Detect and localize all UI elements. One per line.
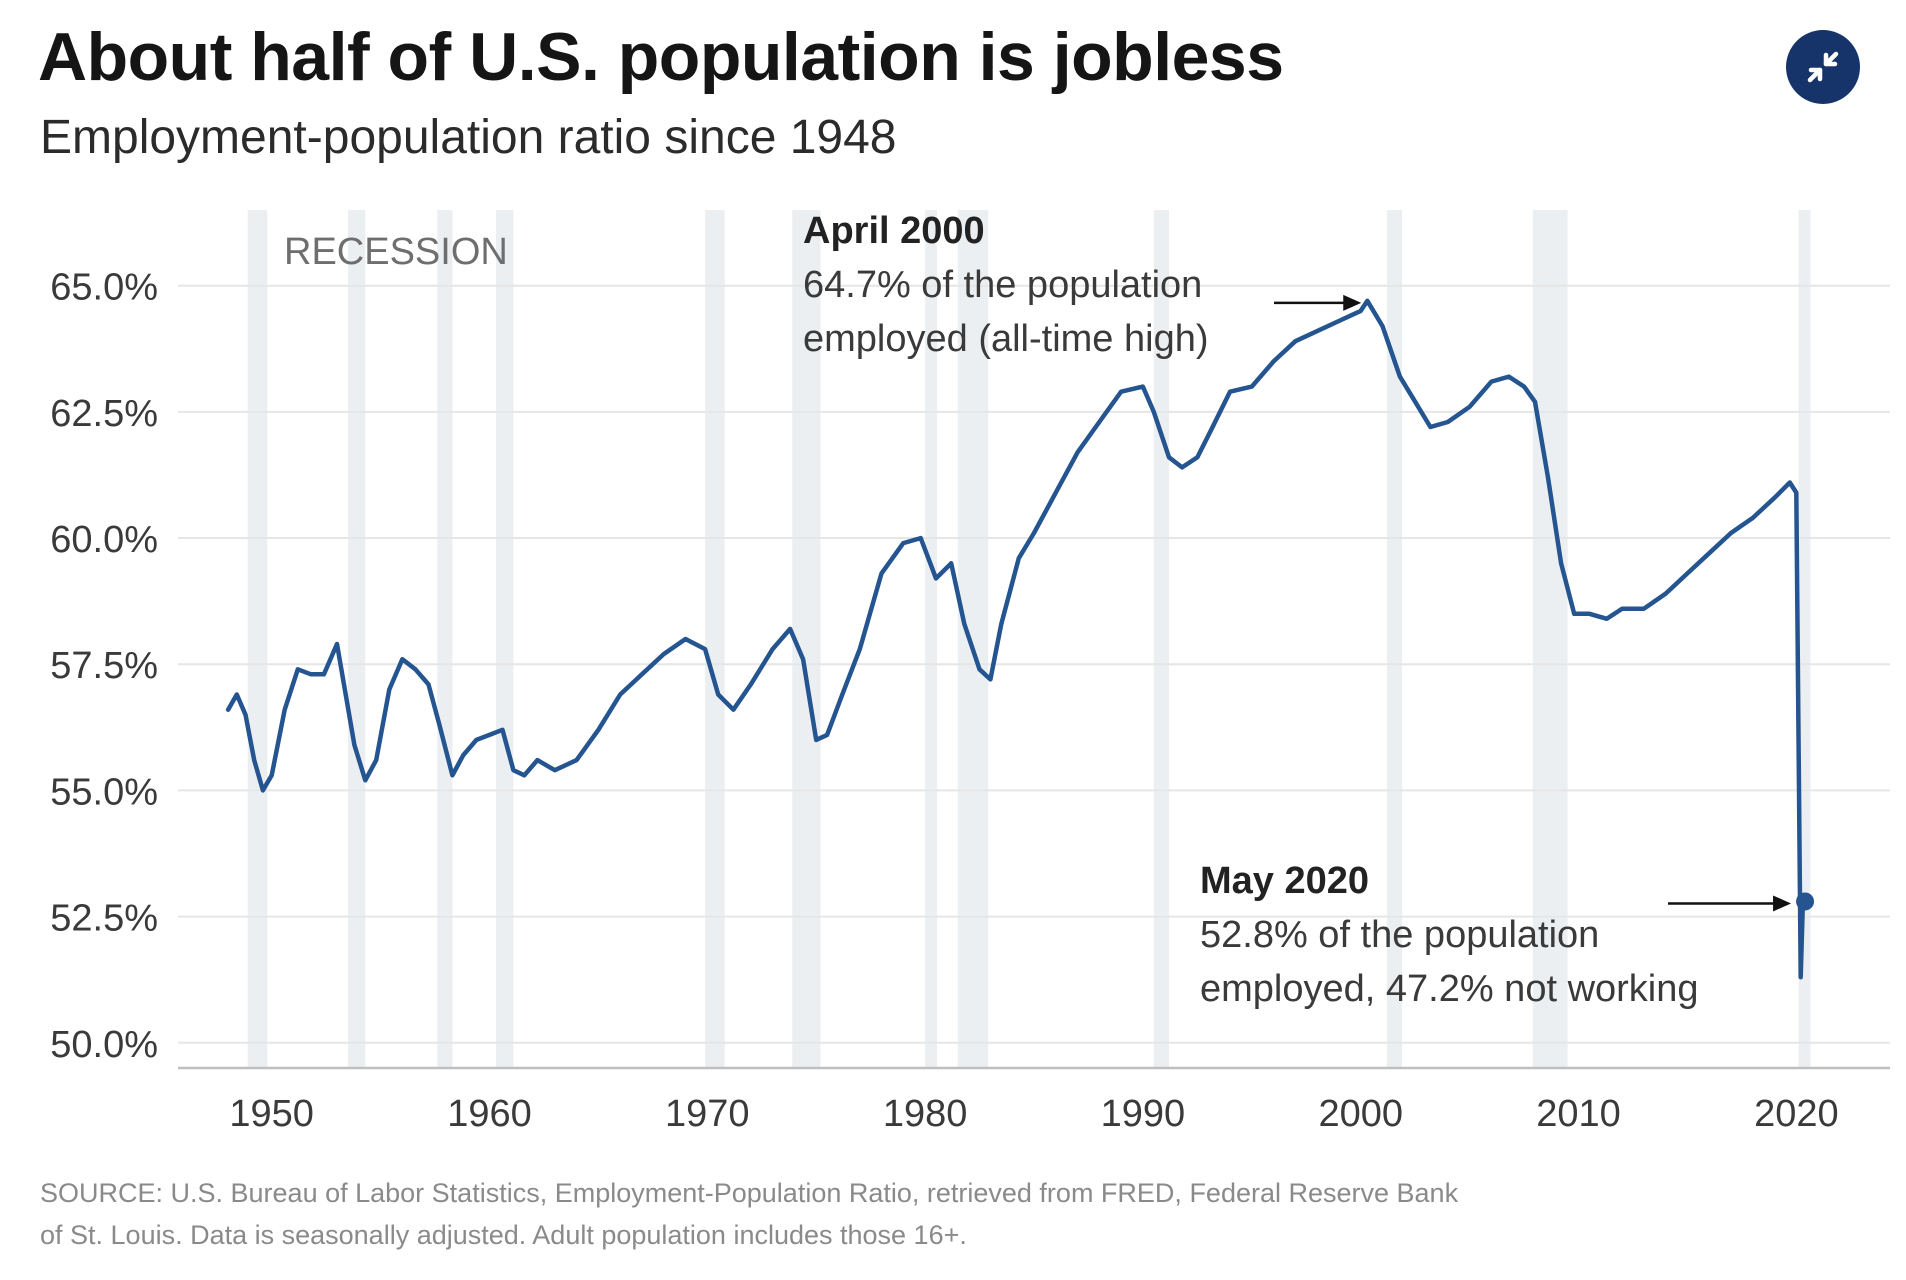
recession-band — [925, 210, 938, 1068]
recession-band — [1532, 210, 1568, 1068]
chart-area: 50.0% 52.5% 55.0% 57.5% 60.0% 62.5% 65.0% 1950… — [50, 210, 1890, 1135]
annotations: April 2000 64.7% of the population employe… — [803, 210, 1815, 1010]
x-tick-label: 2020 — [1754, 1093, 1839, 1135]
annotation-text: employed, 47.2% not working — [1200, 968, 1699, 1010]
y-tick-label: 62.5% — [50, 393, 158, 435]
y-tick-label: 50.0% — [50, 1024, 158, 1066]
series-line — [225, 298, 1808, 980]
y-tick-label: 55.0% — [50, 771, 158, 813]
y-tick-labels: 50.0% 52.5% 55.0% 57.5% 60.0% 62.5% 65.0% — [50, 267, 158, 1066]
source-line-2: of St. Louis. Data is seasonally adjuste… — [40, 1220, 967, 1250]
x-tick-label: 1980 — [883, 1093, 968, 1135]
x-tick-label: 1950 — [229, 1093, 314, 1135]
recession-band — [437, 210, 453, 1068]
recession-label: RECESSION — [284, 231, 508, 273]
x-tick-labels: 1950 1960 1970 1980 1990 2000 2010 2020 — [229, 1093, 1838, 1135]
y-tick-label: 57.5% — [50, 645, 158, 687]
recession-bands — [247, 210, 1811, 1068]
source-line-1: SOURCE: U.S. Bureau of Labor Statistics,… — [40, 1178, 1459, 1208]
chart-subtitle: Employment-population ratio since 1948 — [40, 111, 897, 164]
series-group — [225, 298, 1808, 980]
annotation-heading: April 2000 — [803, 210, 985, 252]
annotation-text: 52.8% of the population — [1200, 914, 1599, 956]
recession-band — [1386, 210, 1403, 1068]
annotation-arrowhead — [1343, 294, 1362, 311]
y-tick-label: 60.0% — [50, 519, 158, 561]
collapse-arrows-icon — [1807, 51, 1839, 83]
annotation-text: employed (all-time high) — [803, 318, 1209, 360]
y-tick-label: 65.0% — [50, 267, 158, 309]
y-tick-label: 52.5% — [50, 898, 158, 940]
annotation-heading: May 2020 — [1200, 860, 1369, 902]
x-tick-label: 2000 — [1318, 1093, 1403, 1135]
annotation-arrowhead — [1773, 895, 1792, 912]
recession-band — [347, 210, 366, 1068]
annotation-text: 64.7% of the population — [803, 264, 1202, 306]
collapse-button[interactable] — [1786, 30, 1860, 104]
recession-band — [496, 210, 514, 1068]
source-note: SOURCE: U.S. Bureau of Labor Statistics,… — [40, 1172, 1840, 1256]
x-tick-label: 1960 — [447, 1093, 532, 1135]
x-tick-label: 1990 — [1101, 1093, 1186, 1135]
gridlines — [178, 284, 1890, 1044]
recession-band — [957, 210, 989, 1068]
x-tick-label: 1970 — [665, 1093, 750, 1135]
data-point-marker — [1796, 892, 1815, 911]
x-tick-label: 2010 — [1536, 1093, 1621, 1135]
recession-band — [705, 210, 725, 1068]
chart-title: About half of U.S. population is jobless — [38, 19, 1284, 95]
recession-band — [247, 210, 268, 1068]
recession-band — [792, 210, 821, 1068]
